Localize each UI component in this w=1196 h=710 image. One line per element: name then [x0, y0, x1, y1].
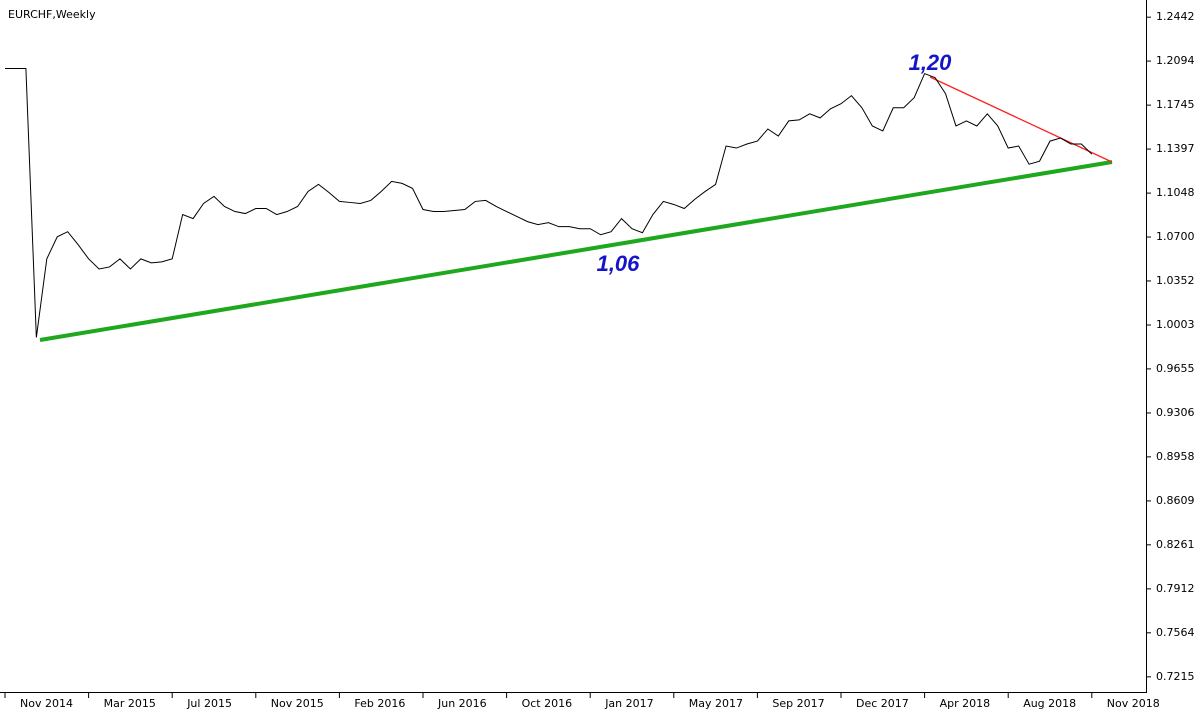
y-tick-label: 0.7564 [1156, 626, 1195, 639]
y-tick-label: 0.8609 [1156, 494, 1195, 507]
x-tick-label: Jun 2016 [437, 697, 487, 710]
x-tick-label: Sep 2017 [772, 697, 824, 710]
y-tick-label: 0.7912 [1156, 582, 1195, 595]
y-tick-label: 0.9655 [1156, 362, 1195, 375]
y-tick-label: 1.1397 [1156, 142, 1195, 155]
x-tick-label: Apr 2018 [940, 697, 991, 710]
y-tick-label: 1.0352 [1156, 274, 1195, 287]
y-tick-label: 0.8261 [1156, 538, 1195, 551]
x-tick-label: Jul 2015 [186, 697, 232, 710]
x-tick-label: Oct 2016 [522, 697, 573, 710]
resistance-trendline [929, 76, 1113, 163]
x-tick-label: Aug 2018 [1023, 697, 1076, 710]
annotation: 1,20 [909, 50, 953, 75]
x-tick-label: Mar 2015 [104, 697, 156, 710]
y-tick-label: 1.1745 [1156, 98, 1195, 111]
y-tick-label: 0.7215 [1156, 670, 1195, 683]
x-tick-label: Dec 2017 [856, 697, 909, 710]
x-tick-label: Feb 2016 [354, 697, 405, 710]
x-tick-label: Jan 2017 [604, 697, 653, 710]
x-tick-label: May 2017 [689, 697, 743, 710]
y-tick-label: 1.1048 [1156, 186, 1195, 199]
x-tick-label: Nov 2014 [20, 697, 73, 710]
price-line [5, 68, 1093, 338]
support-trendline [39, 160, 1113, 342]
x-tick-label: Nov 2015 [271, 697, 324, 710]
y-tick-label: 1.0003 [1156, 318, 1195, 331]
annotation: 1,06 [597, 251, 641, 276]
chart-title: EURCHF,Weekly [8, 8, 96, 21]
y-tick-label: 1.2094 [1156, 54, 1195, 67]
y-tick-label: 0.9306 [1156, 406, 1195, 419]
y-tick-label: 1.2442 [1156, 10, 1195, 23]
y-tick-label: 1.0700 [1156, 230, 1195, 243]
y-tick-label: 0.8958 [1156, 450, 1195, 463]
x-tick-label: Nov 2018 [1107, 697, 1160, 710]
